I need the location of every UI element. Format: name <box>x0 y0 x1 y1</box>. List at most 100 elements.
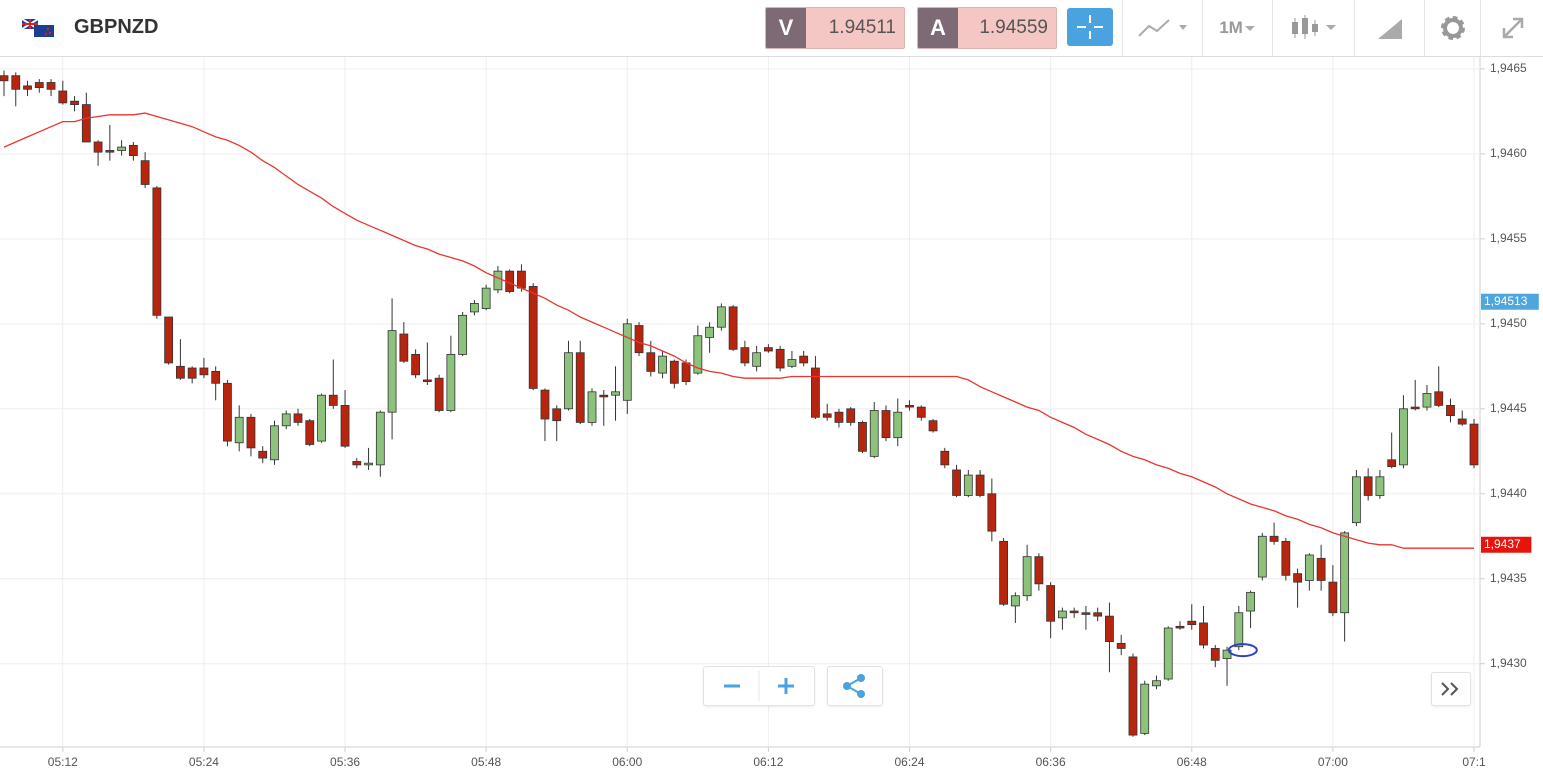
candle-body <box>1093 612 1103 617</box>
candle-body <box>740 347 750 364</box>
sell-button[interactable]: V 1.94511 <box>765 7 905 49</box>
x-tick-label: 05:36 <box>330 755 360 769</box>
candle-body <box>1304 554 1314 581</box>
y-tick-label: 1,9460 <box>1490 146 1527 160</box>
candle-body <box>446 354 456 411</box>
candle-body <box>246 416 256 449</box>
candle-body <box>469 303 479 313</box>
x-tick-label: 06:36 <box>1036 755 1066 769</box>
y-tick-label: 1,9465 <box>1490 61 1527 75</box>
candle-body <box>152 187 162 316</box>
candle-body <box>23 85 32 90</box>
candle-body <box>1257 535 1267 578</box>
y-tick-label: 1,9435 <box>1490 571 1527 585</box>
candle-body <box>669 360 679 384</box>
candle-body <box>422 379 432 383</box>
candle-body <box>705 326 714 338</box>
candle-body <box>1069 610 1079 614</box>
candle-body <box>1422 393 1432 408</box>
candle-body <box>11 75 21 90</box>
candle-body <box>1387 459 1397 467</box>
candle-body <box>1281 540 1291 576</box>
candle-body <box>187 367 197 379</box>
candle-body <box>340 404 350 447</box>
candle-body <box>258 450 268 459</box>
candle-body <box>728 306 738 350</box>
timeframe-button[interactable]: 1M <box>1202 0 1273 56</box>
x-tick-label: 05:12 <box>48 755 78 769</box>
candle-body <box>34 82 44 88</box>
candle-body <box>575 352 585 423</box>
x-tick-label: 06:48 <box>1177 755 1207 769</box>
draw-button[interactable] <box>1354 0 1425 56</box>
flag-icon <box>22 19 54 37</box>
zoom-in[interactable] <box>778 678 794 694</box>
share-button[interactable] <box>827 666 883 706</box>
candle-body <box>528 286 538 389</box>
candle-body <box>270 425 279 461</box>
candle-body <box>305 420 315 445</box>
candle-body <box>1293 573 1302 583</box>
highlight-marker <box>1227 643 1258 658</box>
y-tick-label: 1,9455 <box>1490 231 1527 245</box>
candle-body <box>164 316 174 364</box>
candle-body <box>905 404 914 408</box>
candle-body <box>458 314 468 355</box>
candle-body <box>328 394 338 406</box>
candle-body <box>764 347 773 352</box>
candle-body <box>364 462 373 466</box>
candle-body <box>928 420 938 432</box>
candle-body <box>846 408 856 423</box>
candle-body <box>1340 532 1350 614</box>
candle-body <box>1010 595 1020 607</box>
candle-body <box>975 474 985 496</box>
candle-body <box>775 348 785 369</box>
grid <box>0 57 1480 747</box>
scroll-end-button[interactable] <box>1431 672 1471 706</box>
candle-body <box>963 474 973 496</box>
candle-body <box>81 104 91 143</box>
candle-body <box>540 389 550 420</box>
candle-body <box>140 160 150 185</box>
candle-body <box>199 367 209 376</box>
candle-body <box>223 382 232 442</box>
chart-type-button[interactable] <box>1272 0 1355 56</box>
candle-body <box>552 408 562 422</box>
sell-price: 1.94511 <box>806 8 904 48</box>
candle-body <box>399 333 409 362</box>
candle-body <box>1446 404 1455 416</box>
candle-body <box>787 359 797 367</box>
candle-body <box>1210 648 1220 661</box>
candle-body <box>1469 423 1479 466</box>
indicator-button[interactable] <box>1122 0 1203 56</box>
candle-body <box>869 410 879 457</box>
candle-body <box>58 90 68 104</box>
toolbar: GBPNZD V 1.94511 A 1.94559 1M <box>0 0 1543 57</box>
candle-body <box>811 367 820 418</box>
buy-button[interactable]: A 1.94559 <box>917 7 1057 49</box>
candle-body <box>858 421 867 452</box>
candle-body <box>1457 418 1467 425</box>
candle-body <box>564 352 573 410</box>
candle-body <box>128 144 138 156</box>
candle-body <box>105 150 115 153</box>
candle-body <box>93 141 103 153</box>
candles <box>0 70 1479 737</box>
candle-body <box>1316 557 1326 581</box>
candle-body <box>1399 408 1408 466</box>
candle-body <box>1352 476 1361 524</box>
candle-body <box>1022 556 1032 597</box>
candle-body <box>1034 556 1044 585</box>
candle-body <box>834 411 844 423</box>
fullscreen-button[interactable] <box>1480 0 1543 56</box>
candle-body <box>1269 535 1279 542</box>
sell-label: V <box>766 8 806 48</box>
candle-body <box>587 391 597 423</box>
crosshair-button[interactable] <box>1067 8 1113 46</box>
settings-button[interactable] <box>1424 0 1481 56</box>
buy-label: A <box>918 8 958 48</box>
x-tick-label: 07:00 <box>1318 755 1348 769</box>
candle-body <box>234 416 244 444</box>
candle-body <box>1175 625 1185 629</box>
